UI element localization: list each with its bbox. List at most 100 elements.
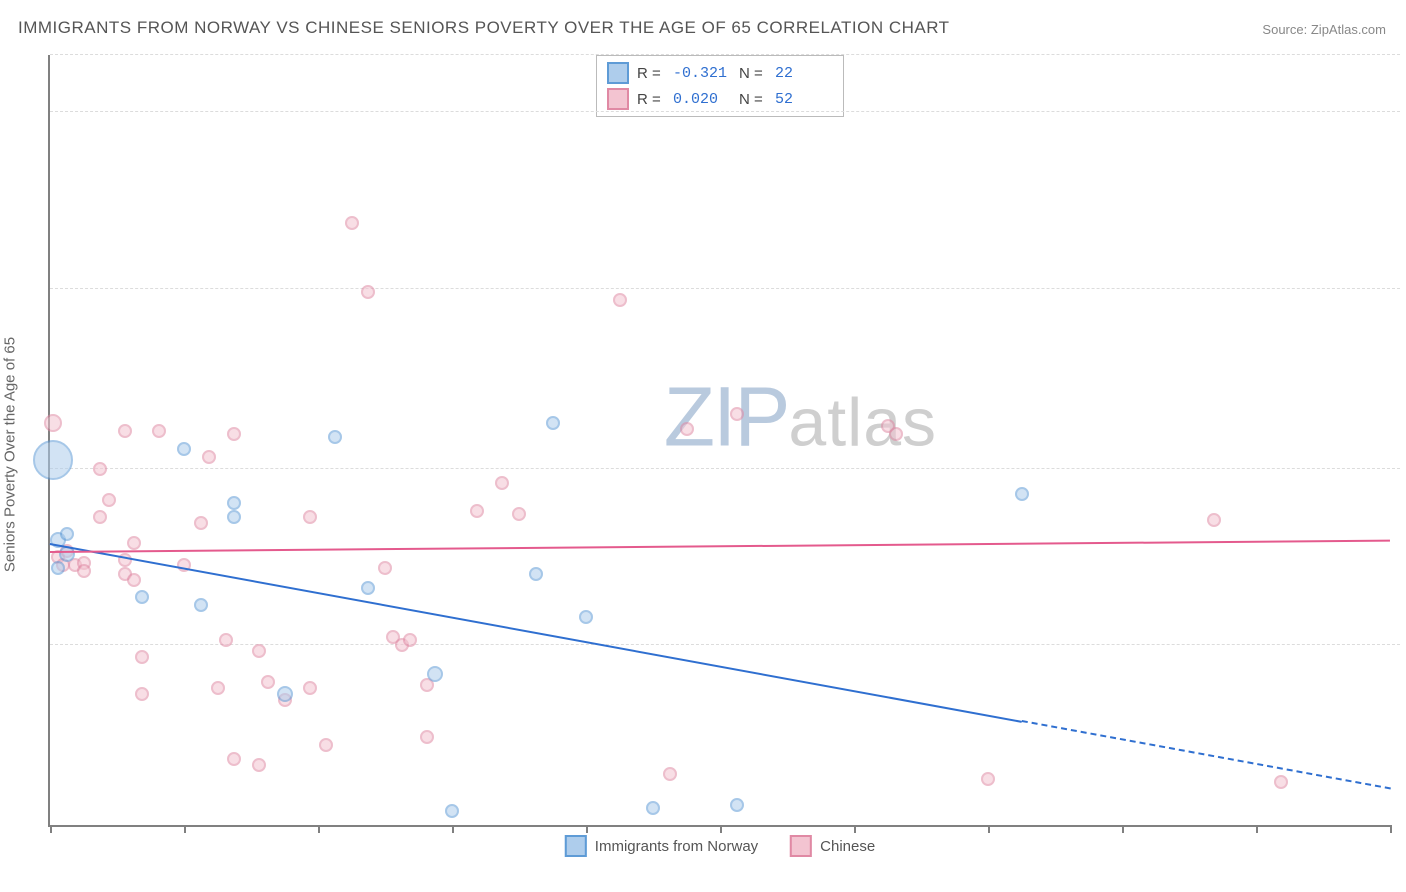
x-tick (1122, 825, 1124, 833)
data-point-norway (427, 666, 443, 682)
gridline-h (50, 468, 1400, 469)
data-point-norway (361, 581, 375, 595)
data-point-chinese (1207, 513, 1221, 527)
watermark: ZIPatlas (664, 368, 937, 465)
data-point-norway (1015, 487, 1029, 501)
data-point-norway (646, 801, 660, 815)
swatch-chinese (790, 835, 812, 857)
data-point-chinese (227, 752, 241, 766)
data-point-norway (194, 598, 208, 612)
data-point-chinese (211, 681, 225, 695)
x-tick (1390, 825, 1392, 833)
source-label: Source: (1262, 22, 1307, 37)
swatch-chinese (607, 88, 629, 110)
x-tick (184, 825, 186, 833)
x-tick (1256, 825, 1258, 833)
data-point-norway (177, 442, 191, 456)
data-point-norway (328, 430, 342, 444)
data-point-norway (529, 567, 543, 581)
data-point-chinese (135, 650, 149, 664)
legend-item-norway: Immigrants from Norway (565, 835, 758, 857)
data-point-chinese (152, 424, 166, 438)
data-point-chinese (127, 536, 141, 550)
data-point-chinese (252, 758, 266, 772)
data-point-chinese (252, 644, 266, 658)
data-point-chinese (378, 561, 392, 575)
legend-row-chinese: R = 0.020 N = 52 (607, 86, 833, 112)
data-point-chinese (118, 424, 132, 438)
data-point-chinese (420, 730, 434, 744)
legend-n-label: N = (739, 91, 767, 108)
data-point-chinese (345, 216, 359, 230)
gridline-h (50, 288, 1400, 289)
data-point-norway (445, 804, 459, 818)
trendline-chinese (50, 540, 1390, 553)
data-point-chinese (403, 633, 417, 647)
data-point-norway (227, 510, 241, 524)
x-tick (720, 825, 722, 833)
watermark-zip: ZIP (664, 369, 789, 463)
swatch-norway (607, 62, 629, 84)
x-tick (586, 825, 588, 833)
data-point-chinese (93, 462, 107, 476)
gridline-h (50, 644, 1400, 645)
data-point-chinese (102, 493, 116, 507)
plot-area: ZIPatlas R = -0.321 N = 22 R = 0.020 N =… (48, 55, 1390, 827)
data-point-chinese (219, 633, 233, 647)
data-point-norway (277, 686, 293, 702)
legend-r-chinese: 0.020 (673, 91, 731, 108)
data-point-norway (579, 610, 593, 624)
watermark-atlas: atlas (788, 384, 937, 460)
legend-r-label: R = (637, 65, 665, 82)
data-point-chinese (194, 516, 208, 530)
data-point-chinese (981, 772, 995, 786)
swatch-norway (565, 835, 587, 857)
data-point-chinese (680, 422, 694, 436)
x-tick (50, 825, 52, 833)
data-point-chinese (319, 738, 333, 752)
data-point-chinese (127, 573, 141, 587)
legend-n-label: N = (739, 65, 767, 82)
data-point-norway (730, 798, 744, 812)
data-point-norway (546, 416, 560, 430)
data-point-chinese (663, 767, 677, 781)
legend-row-norway: R = -0.321 N = 22 (607, 60, 833, 86)
data-point-chinese (361, 285, 375, 299)
legend-r-label: R = (637, 91, 665, 108)
data-point-chinese (261, 675, 275, 689)
data-point-chinese (135, 687, 149, 701)
x-tick (988, 825, 990, 833)
legend-label-chinese: Chinese (820, 838, 875, 855)
source-link[interactable]: ZipAtlas.com (1311, 22, 1386, 37)
x-tick (318, 825, 320, 833)
y-axis-label: Seniors Poverty Over the Age of 65 (2, 337, 19, 572)
gridline-h (50, 54, 1400, 55)
data-point-norway (135, 590, 149, 604)
data-point-norway (51, 561, 65, 575)
data-point-chinese (93, 510, 107, 524)
legend-bottom: Immigrants from Norway Chinese (565, 835, 875, 857)
legend-item-chinese: Chinese (790, 835, 875, 857)
chart-title: IMMIGRANTS FROM NORWAY VS CHINESE SENIOR… (18, 18, 950, 38)
data-point-chinese (77, 564, 91, 578)
data-point-chinese (44, 414, 62, 432)
legend-n-norway: 22 (775, 65, 833, 82)
data-point-chinese (227, 427, 241, 441)
data-point-chinese (1274, 775, 1288, 789)
data-point-norway (227, 496, 241, 510)
data-point-chinese (303, 681, 317, 695)
data-point-norway (33, 440, 73, 480)
data-point-norway (60, 527, 74, 541)
data-point-chinese (613, 293, 627, 307)
data-point-chinese (495, 476, 509, 490)
data-point-chinese (303, 510, 317, 524)
legend-n-chinese: 52 (775, 91, 833, 108)
data-point-chinese (512, 507, 526, 521)
trendline-norway-extrapolated (1021, 720, 1390, 789)
data-point-chinese (889, 427, 903, 441)
gridline-h (50, 111, 1400, 112)
data-point-chinese (470, 504, 484, 518)
data-point-chinese (730, 407, 744, 421)
x-tick (854, 825, 856, 833)
data-point-chinese (202, 450, 216, 464)
